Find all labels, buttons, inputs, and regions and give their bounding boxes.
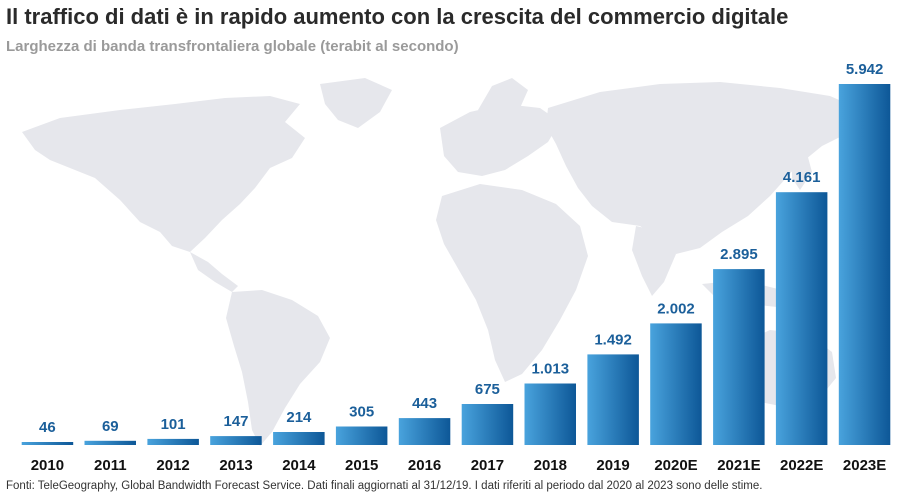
bar-2013: [210, 436, 262, 445]
x-tick-label-2011: 2011: [94, 457, 127, 474]
x-tick-label-2010: 2010: [31, 457, 64, 474]
x-tick-label-2015: 2015: [345, 457, 378, 474]
x-tick-label-2021e: 2021E: [717, 457, 760, 474]
bar-2019: [587, 354, 639, 445]
chart-title: Il traffico di dati è in rapido aumento …: [6, 4, 789, 29]
x-tick-label-2019: 2019: [596, 457, 629, 474]
x-tick-label-2017: 2017: [471, 457, 504, 474]
x-tick-label-2014: 2014: [282, 457, 316, 474]
chart-subtitle: Larghezza di banda transfrontaliera glob…: [6, 38, 459, 55]
bar-2012: [147, 438, 199, 445]
x-tick-label-2022e: 2022E: [780, 457, 823, 474]
value-label-2015: 305: [349, 404, 374, 421]
bar-2017: [461, 404, 514, 445]
x-tick-label-2023e: 2023E: [843, 457, 886, 474]
source-note: Fonti: TeleGeography, Global Bandwidth F…: [6, 480, 763, 492]
world-map-background: [22, 78, 872, 446]
value-label-2014: 214: [286, 409, 312, 426]
bar-2022e: [775, 192, 828, 445]
bar-2021e: [713, 269, 765, 445]
bar-2016: [398, 418, 451, 445]
x-tick-label-2018: 2018: [534, 457, 567, 474]
value-label-2022e: 4.161: [783, 169, 821, 186]
bar-chart: 46 69 101 147 214 305 443 675 1.013 1.492 2.002 2.8…: [21, 61, 891, 474]
value-label-2011: 69: [102, 418, 119, 435]
bar-2023e: [838, 84, 891, 445]
value-label-2013: 147: [223, 413, 248, 430]
bar-2011: [84, 440, 136, 445]
bar-2010: [21, 442, 74, 445]
x-tick-label-2016: 2016: [408, 457, 441, 474]
value-label-2018: 1.013: [532, 361, 570, 378]
value-label-2020e: 2.002: [657, 300, 695, 317]
bar-2018: [524, 383, 576, 445]
x-tick-label-2013: 2013: [219, 457, 252, 474]
bar-2020e: [650, 323, 702, 445]
value-label-2016: 443: [412, 395, 437, 412]
value-label-2019: 1.492: [594, 331, 632, 348]
value-label-2021e: 2.895: [720, 246, 758, 263]
x-tick-label-2020e: 2020E: [654, 457, 697, 474]
value-label-2010: 46: [39, 419, 56, 436]
bar-2015: [335, 426, 388, 445]
value-label-2017: 675: [475, 381, 500, 398]
value-label-2012: 101: [161, 416, 186, 433]
bar-2014: [273, 432, 325, 445]
x-tick-label-2012: 2012: [156, 457, 189, 474]
value-label-2023e: 5.942: [846, 61, 884, 78]
